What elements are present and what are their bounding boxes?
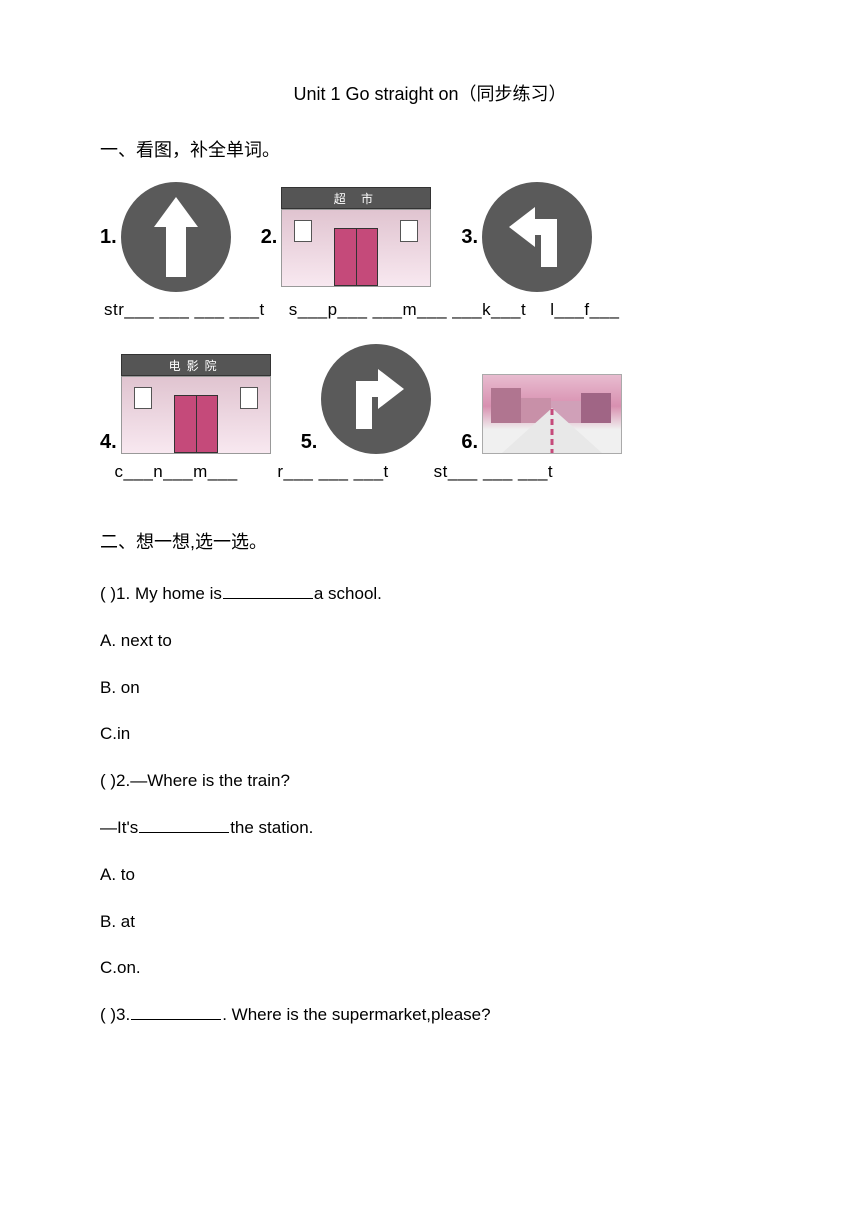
item-number: 1.	[100, 226, 117, 249]
blank-line	[131, 1003, 221, 1020]
q3-stem: ( )3.	[100, 1005, 130, 1024]
question-3: ( )3. . Where is the supermarket,please?	[100, 995, 760, 1036]
cinema-icon: 电影院	[121, 354, 271, 454]
image-row-2: 4. 电影院 5. 6.	[100, 344, 760, 454]
image-row-1: 1. 2. 超 市 3.	[100, 182, 760, 292]
q2-stem: ( )2.—Where is the train?	[100, 761, 760, 802]
question-2: ( )2.—Where is the train? —It's the stati…	[100, 761, 760, 989]
word-row-2: c___n___m___ r___ ___ ___t st___ ___ ___…	[100, 462, 760, 482]
turn-right-icon	[321, 344, 431, 454]
q2-option-b: B. at	[100, 902, 760, 943]
image-item-1: 1.	[100, 182, 231, 292]
building-sign-text: 电影院	[121, 354, 271, 376]
q2-option-a: A. to	[100, 855, 760, 896]
image-item-6: 6.	[461, 344, 622, 454]
image-item-4: 4. 电影院	[100, 344, 271, 454]
supermarket-icon: 超 市	[281, 187, 431, 287]
blank-line	[139, 816, 229, 833]
q1-suffix: a school.	[314, 584, 382, 603]
q1-option-a: A. next to	[100, 621, 760, 662]
page-title: Unit 1 Go straight on（同步练习）	[100, 80, 760, 106]
word-blank: str___ ___ ___ ___t	[104, 300, 265, 320]
question-1: ( )1. My home is a school. A. next to B. …	[100, 574, 760, 755]
word-blank: l___f___	[550, 300, 619, 320]
q2-option-c: C.on.	[100, 948, 760, 989]
blank-line	[223, 582, 313, 599]
turn-left-icon	[482, 182, 592, 292]
word-blank: s___p___ ___m___ ___k___t	[289, 300, 526, 320]
item-number: 2.	[261, 226, 278, 249]
word-blank: st___ ___ ___t	[413, 462, 553, 482]
straight-arrow-icon	[121, 182, 231, 292]
q1-stem: ( )1. My home is	[100, 584, 222, 603]
q1-option-c: C.in	[100, 714, 760, 755]
image-item-3: 3.	[461, 182, 592, 292]
item-number: 4.	[100, 431, 117, 454]
item-number: 6.	[461, 431, 478, 454]
word-blank: c___n___m___	[104, 462, 238, 482]
building-sign-text: 超 市	[281, 187, 431, 209]
q2-line2-prefix: —It's	[100, 818, 138, 837]
section1-heading: 一、看图，补全单词。	[100, 136, 760, 162]
item-number: 3.	[461, 226, 478, 249]
q1-option-b: B. on	[100, 668, 760, 709]
q3-suffix: . Where is the supermarket,please?	[222, 1005, 490, 1024]
image-item-5: 5.	[301, 344, 432, 454]
item-number: 5.	[301, 431, 318, 454]
word-blank: r___ ___ ___t	[262, 462, 389, 482]
q2-line2-suffix: the station.	[230, 818, 313, 837]
section2-heading: 二、想一想,选一选。	[100, 528, 760, 554]
street-icon	[482, 374, 622, 454]
word-row-1: str___ ___ ___ ___t s___p___ ___m___ ___…	[100, 300, 760, 320]
image-item-2: 2. 超 市	[261, 182, 432, 292]
